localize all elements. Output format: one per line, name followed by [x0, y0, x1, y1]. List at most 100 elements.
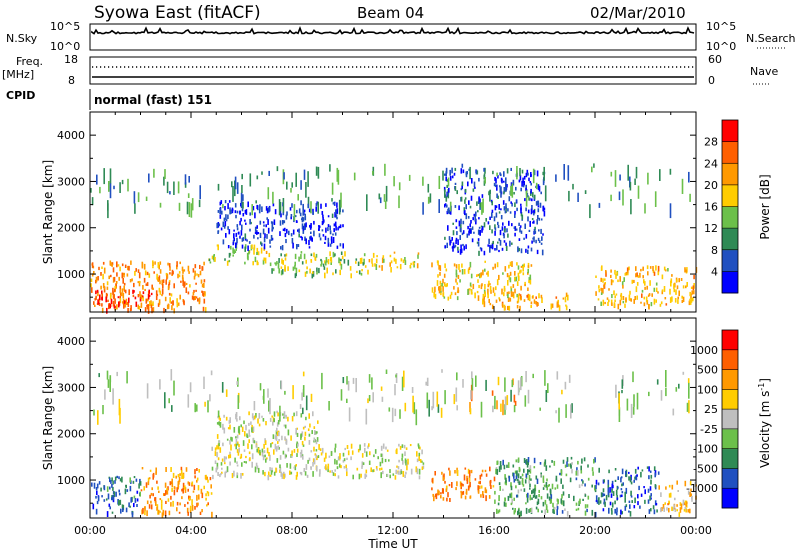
power-cell	[494, 224, 496, 229]
velocity-cell	[96, 483, 99, 489]
power-cell	[530, 182, 532, 186]
power-cell	[146, 271, 149, 276]
velocity-cell	[416, 458, 419, 463]
power-cell	[280, 270, 283, 276]
power-cell	[393, 176, 395, 187]
velocity-cell	[614, 508, 616, 514]
power-cell	[686, 282, 688, 287]
velocity-cell	[687, 490, 690, 495]
power-cell	[279, 231, 281, 236]
power-cell	[468, 267, 471, 270]
power-cell	[286, 211, 288, 216]
velocity-cell	[305, 464, 308, 470]
power-cell	[116, 261, 118, 268]
velocity-cell	[131, 512, 134, 518]
power-cell	[455, 219, 458, 223]
velocity-cell	[231, 437, 233, 442]
power-cell	[503, 292, 505, 297]
power-cell	[543, 210, 546, 217]
power-cell	[230, 209, 232, 214]
velocity-cell	[303, 468, 306, 473]
power-cell	[350, 273, 352, 279]
velocity-cell	[276, 422, 279, 427]
velocity-cell	[510, 482, 512, 486]
velocity-cell	[261, 451, 264, 457]
velocity-cell	[176, 507, 178, 512]
power-cell	[447, 225, 449, 231]
power-cell	[654, 191, 657, 207]
velocity-cell	[120, 508, 122, 514]
power-cell	[284, 264, 286, 271]
power-cell	[533, 228, 536, 234]
power-cell	[290, 233, 293, 237]
power-cell	[233, 249, 235, 254]
power-cell	[124, 264, 127, 268]
power-cell	[193, 289, 195, 293]
velocity-cell	[660, 507, 662, 513]
velocity-cell	[380, 386, 383, 391]
velocity-cell	[448, 484, 451, 487]
power-cell	[112, 267, 115, 273]
velocity-cell	[513, 510, 516, 515]
velocity-cell	[372, 469, 374, 473]
velocity-cell	[267, 475, 270, 481]
velocity-cell	[296, 441, 298, 444]
velocity-cell	[503, 464, 506, 470]
velocity-cell	[413, 402, 416, 415]
power-cell	[91, 262, 94, 268]
power-cell	[657, 291, 659, 294]
velocity-cell	[301, 441, 304, 446]
power-cell	[191, 295, 194, 300]
velocity-cell	[203, 376, 205, 389]
velocity-cell	[619, 494, 622, 498]
velocity-cell	[598, 467, 600, 473]
velocity-cell	[535, 495, 538, 499]
velocity-cell	[460, 482, 463, 486]
power-cell	[605, 271, 607, 277]
power-cell	[448, 210, 451, 215]
power-cell	[383, 258, 385, 263]
power-cell	[595, 291, 597, 296]
power-cell	[94, 298, 96, 301]
power-cell	[315, 206, 317, 212]
velocity-cell	[513, 497, 515, 501]
velocity-cell	[207, 502, 209, 506]
velocity-cell	[421, 466, 424, 470]
velocity-cell	[466, 478, 469, 484]
velocity-cell	[542, 480, 545, 483]
power-cell	[228, 200, 231, 203]
power-cell	[109, 183, 112, 199]
velocity-cell	[106, 370, 109, 380]
velocity-cell	[689, 491, 691, 497]
power-cell	[619, 299, 622, 306]
power-cell	[128, 297, 130, 303]
velocity-cell	[256, 448, 258, 453]
power-cell	[674, 283, 676, 288]
velocity-cell	[644, 499, 646, 504]
power-cell	[164, 296, 167, 302]
power-cell	[187, 291, 190, 295]
velocity-cell	[525, 507, 528, 514]
power-cell	[628, 266, 630, 271]
velocity-cell	[310, 393, 313, 402]
velocity-cell	[271, 467, 273, 472]
velocity-cell	[513, 473, 515, 479]
velocity-cell	[248, 451, 251, 455]
power-cell	[527, 268, 529, 274]
velocity-cell	[462, 491, 465, 495]
velocity-cell	[631, 500, 633, 503]
power-cell	[536, 170, 539, 177]
colorbar-swatch	[722, 468, 738, 489]
velocity-cell	[300, 472, 303, 476]
power-cell	[612, 280, 614, 283]
velocity-cell	[170, 369, 173, 381]
power-cell	[463, 207, 466, 211]
power-cell	[477, 229, 480, 235]
power-cell	[477, 238, 480, 241]
velocity-cell	[637, 466, 639, 470]
velocity-cell	[236, 473, 239, 479]
power-cell	[509, 211, 512, 214]
power-cell	[522, 265, 524, 272]
